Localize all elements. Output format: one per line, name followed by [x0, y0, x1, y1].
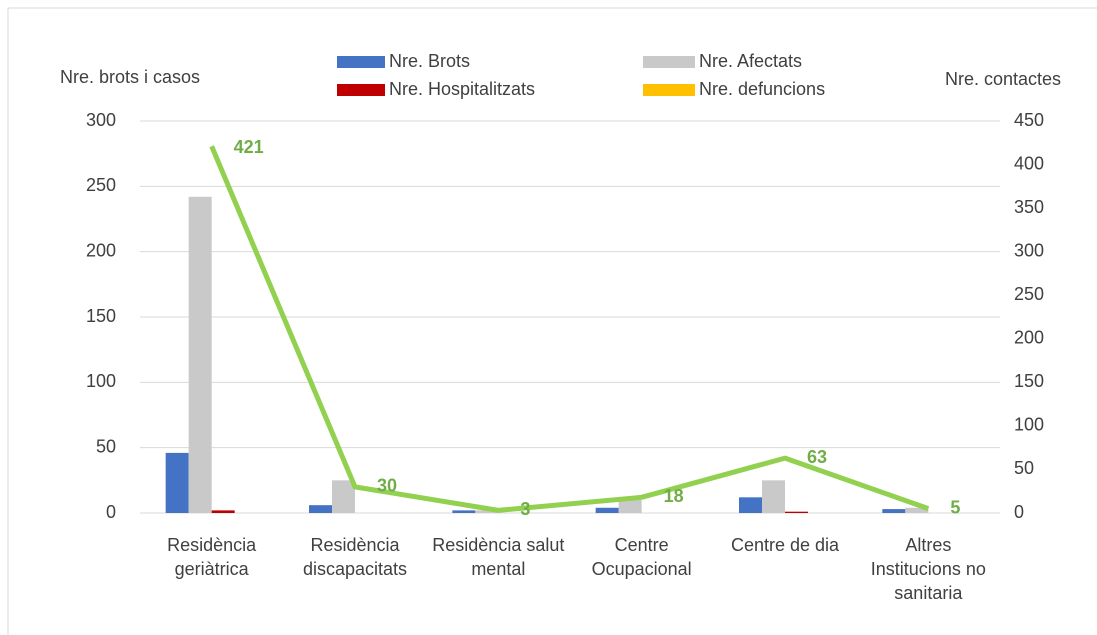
bar [332, 480, 355, 513]
y2-tick-label: 400 [1014, 153, 1044, 173]
x-tick-label: Centre de dia [730, 535, 840, 555]
x-tick-label: Residència discapacitats [302, 535, 408, 579]
y2-tick-label: 350 [1014, 197, 1044, 217]
y-tick-label: 100 [86, 371, 116, 391]
data-label: 18 [664, 486, 684, 506]
y2-tick-label: 300 [1014, 240, 1044, 260]
bar [905, 507, 929, 513]
y-tick-label: 200 [86, 240, 116, 260]
x-tick-label: Altres Institucions no sanitaria [870, 535, 986, 603]
bar [188, 196, 212, 513]
y-axis-title: Nre. brots i casos [60, 67, 200, 87]
x-tick-label: Centre Ocupacional [591, 535, 692, 579]
bar [211, 510, 235, 513]
bar [165, 452, 189, 513]
x-tick-label: Residència geriàtrica [167, 535, 257, 579]
bar [452, 510, 476, 513]
y2-tick-label: 200 [1014, 328, 1044, 348]
line [209, 145, 930, 513]
legend-swatch [643, 56, 695, 68]
bar [739, 497, 762, 513]
y2-tick-label: 100 [1014, 415, 1044, 435]
y-tick-label: 0 [106, 502, 116, 522]
bar [762, 480, 785, 513]
y-tick-label: 250 [86, 175, 116, 195]
y2-axis-title: Nre. contactes [945, 69, 1061, 89]
x-tick-label: Residència salut mental [432, 535, 565, 579]
legend-swatch [337, 56, 385, 68]
bar [595, 507, 619, 513]
legend-label: Nre. Hospitalitzats [389, 79, 535, 99]
legend-label: Nre. Afectats [699, 51, 802, 71]
y-tick-label: 50 [96, 436, 116, 456]
y2-tick-label: 150 [1014, 371, 1044, 391]
data-label: 5 [950, 497, 960, 517]
y2-tick-label: 0 [1014, 502, 1024, 522]
y-tick-label: 300 [86, 110, 116, 130]
y-tick-label: 150 [86, 306, 116, 326]
legend-label: Nre. Brots [389, 51, 470, 71]
y2-tick-label: 250 [1014, 284, 1044, 304]
bar [618, 499, 642, 513]
data-label: 63 [807, 447, 827, 467]
y2-tick-label: 450 [1014, 110, 1044, 130]
data-label: 421 [234, 137, 264, 157]
bar [475, 510, 499, 513]
y2-tick-label: 50 [1014, 458, 1034, 478]
bar [785, 511, 808, 513]
legend-swatch [643, 84, 695, 96]
chart-frame [7, 7, 1097, 635]
bar [309, 505, 332, 513]
data-label: 30 [377, 476, 397, 496]
legend-label: Nre. defuncions [699, 79, 825, 99]
bar [882, 509, 906, 513]
legend-swatch [337, 84, 385, 96]
data-label: 3 [520, 499, 530, 519]
